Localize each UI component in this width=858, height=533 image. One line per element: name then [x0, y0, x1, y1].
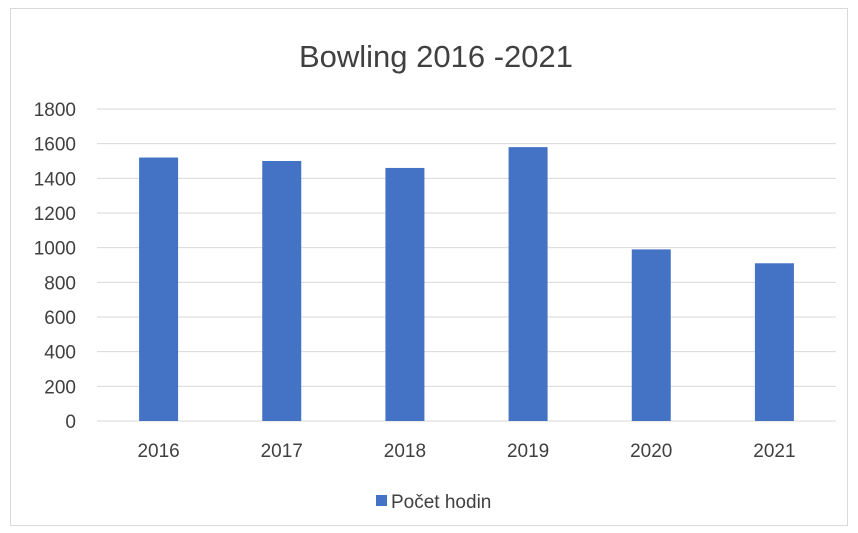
bar-2020	[631, 249, 671, 421]
y-tick-label: 1400	[34, 169, 76, 190]
x-tick-label: 2019	[507, 441, 549, 462]
y-tick-label: 0	[65, 412, 76, 433]
x-tick-label: 2021	[753, 441, 795, 462]
chart-title: Bowling 2016 -2021	[299, 39, 573, 74]
legend-label: Počet hodin	[391, 492, 491, 513]
x-tick-label: 2020	[630, 441, 672, 462]
x-axis-ticks: 2016 2017 2018 2019 2020 2021	[137, 441, 795, 462]
y-tick-label: 200	[44, 377, 76, 398]
bar-2021	[754, 263, 794, 421]
y-tick-label: 1200	[34, 204, 76, 225]
bar-2016	[139, 157, 179, 422]
y-tick-label: 1600	[34, 135, 76, 156]
y-tick-label: 1000	[34, 239, 76, 260]
bar-2017	[262, 161, 302, 421]
x-tick-label: 2017	[261, 441, 303, 462]
bars	[139, 147, 794, 422]
y-axis-ticks: 0 200 400 600 800 1000 1200 1400 1600 1800	[34, 100, 76, 433]
y-tick-label: 400	[44, 343, 76, 364]
y-tick-label: 1800	[34, 100, 76, 121]
gridlines	[97, 108, 836, 422]
x-tick-label: 2016	[137, 441, 179, 462]
bar-2018	[385, 167, 425, 421]
legend: Počet hodin	[376, 492, 491, 513]
y-tick-label: 800	[44, 273, 76, 294]
x-tick-label: 2018	[384, 441, 426, 462]
y-tick-label: 600	[44, 308, 76, 329]
bar-2019	[508, 147, 548, 421]
legend-swatch	[376, 495, 387, 506]
